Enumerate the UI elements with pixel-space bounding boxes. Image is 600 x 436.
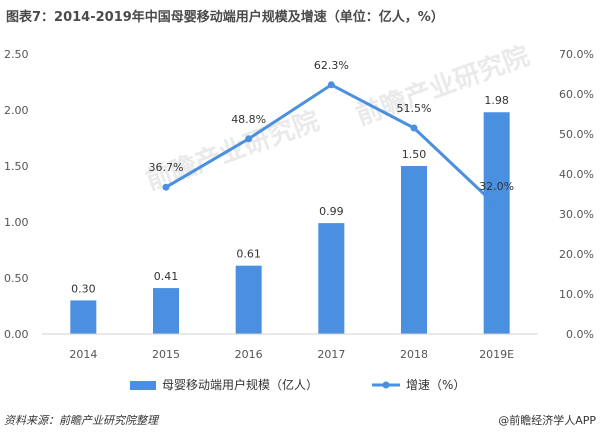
right-tick-label: 70.0%: [559, 48, 594, 61]
left-axis: 0.00 0.50 1.00 1.50 2.00 2.50: [4, 48, 29, 341]
growth-point: [327, 81, 335, 89]
bar-value-label: 0.30: [71, 282, 96, 295]
bar-value-label: 0.41: [154, 270, 179, 283]
growth-point: [410, 124, 418, 132]
right-tick-label: 30.0%: [559, 208, 594, 221]
right-axis: 0.0% 10.0% 20.0% 30.0% 40.0% 50.0% 60.0% 70.0%: [559, 48, 594, 341]
growth-point: [493, 202, 501, 210]
growth-value-label: 51.5%: [397, 102, 432, 115]
bar-value-label: 0.99: [319, 205, 344, 218]
x-tick-label: 2014: [69, 348, 97, 361]
right-tick-label: 40.0%: [559, 168, 594, 181]
left-tick-label: 0.00: [4, 328, 29, 341]
growth-value-label: 36.7%: [149, 161, 184, 174]
bar: [318, 223, 345, 334]
right-tick-label: 50.0%: [559, 128, 594, 141]
right-tick-label: 60.0%: [559, 88, 594, 101]
bar: [401, 166, 427, 334]
bar: [70, 300, 97, 334]
growth-point: [162, 183, 170, 191]
left-tick-label: 2.50: [4, 48, 29, 61]
bar: [235, 265, 262, 334]
bar-value-label: 1.50: [402, 148, 427, 161]
legend-bar-swatch: [130, 381, 156, 390]
x-tick-label: 2016: [235, 348, 263, 361]
x-tick-label: 2017: [317, 348, 345, 361]
source-note: 资料来源：前瞻产业研究院整理: [4, 414, 158, 427]
right-tick-label: 10.0%: [559, 288, 594, 301]
growth-point: [245, 135, 253, 143]
right-tick-label: 0.0%: [566, 328, 594, 341]
x-tick-label: 2015: [152, 348, 180, 361]
line-series: 36.7% 48.8% 62.3% 51.5% 32.0%: [149, 59, 514, 210]
growth-value-label: 62.3%: [314, 59, 349, 72]
x-tick-label: 2018: [400, 348, 428, 361]
left-tick-label: 2.00: [4, 104, 29, 117]
growth-value-label: 32.0%: [479, 180, 514, 193]
bar-series: 0.30 0.41 0.61 0.99 1.50 1.98: [70, 94, 510, 335]
x-axis: 2014 2015 2016 2017 2018 2019E: [42, 333, 538, 361]
legend-line-label: 增速（%）: [406, 378, 465, 392]
legend-line-marker: [382, 381, 390, 389]
left-tick-label: 0.50: [4, 272, 29, 285]
bar-value-label: 1.98: [484, 94, 509, 107]
left-tick-label: 1.00: [4, 216, 29, 229]
legend: 母婴移动端用户规模（亿人） 增速（%）: [130, 377, 465, 392]
bar: [153, 288, 179, 334]
right-tick-label: 20.0%: [559, 248, 594, 261]
legend-bar-label: 母婴移动端用户规模（亿人）: [162, 377, 318, 392]
brand-credit: @前瞻经济学人APP: [498, 414, 596, 427]
left-tick-label: 1.50: [4, 160, 29, 173]
chart-title: 图表7：2014-2019年中国母婴移动端用户规模及增速（单位：亿人，%）: [6, 10, 444, 25]
x-tick-label: 2019E: [479, 348, 514, 361]
bar: [483, 112, 510, 335]
growth-value-label: 48.8%: [231, 113, 266, 126]
bar-value-label: 0.61: [236, 248, 261, 261]
